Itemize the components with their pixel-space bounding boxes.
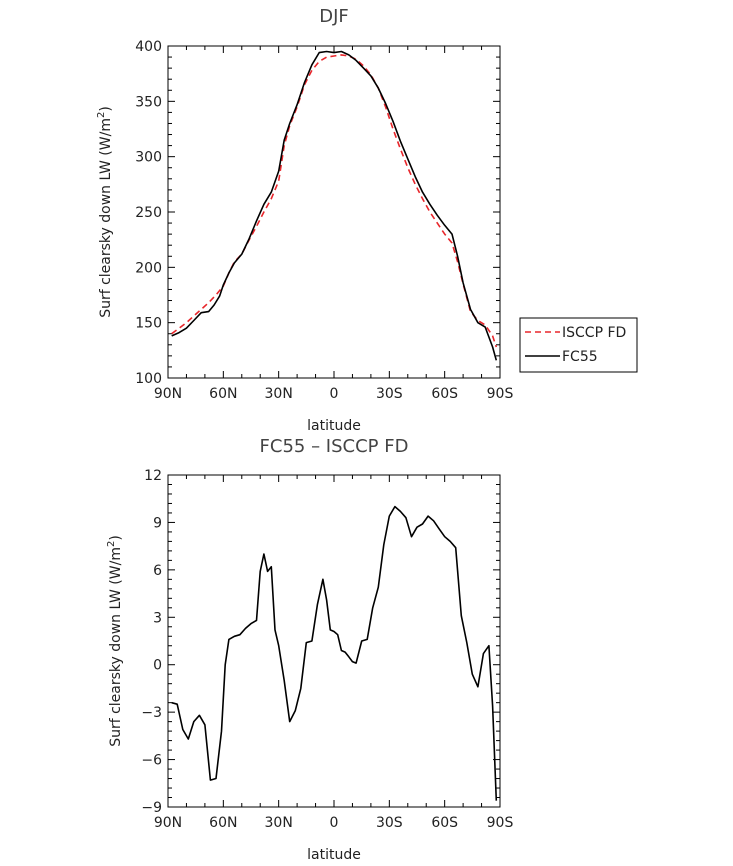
- legend-label-isccp-fd: ISCCP FD: [562, 325, 626, 341]
- x-tick-label: 60S: [431, 815, 458, 831]
- x-tick-label: 60N: [209, 815, 237, 831]
- series-line-isccp-fd: [171, 54, 498, 348]
- y-tick-label: 12: [144, 468, 162, 484]
- plot-frame: [167, 45, 501, 379]
- chart-title: FC55 – ISCCP FD: [260, 436, 409, 457]
- x-tick-label: 90N: [154, 386, 182, 402]
- x-tick-label: 30S: [376, 815, 403, 831]
- x-axis-label: latitude: [307, 847, 361, 863]
- x-tick-label: 90S: [487, 386, 514, 402]
- y-axis-tick-labels: −9 −6 −3 0 3 6 9 12: [141, 468, 162, 816]
- x-axis-tick-labels: 90N 60N 30N 0 30S 60S 90S: [154, 386, 514, 402]
- y-tick-label: 6: [153, 563, 162, 579]
- x-tick-label: 90N: [154, 815, 182, 831]
- chart-title: DJF: [319, 6, 349, 27]
- y-tick-label: −3: [141, 705, 162, 721]
- x-tick-label: 30S: [376, 386, 403, 402]
- legend: ISCCP FD FC55: [519, 317, 638, 373]
- legend-box: [519, 317, 638, 373]
- djf-panel: DJF 100 150 200 250 300 350 400 90N 60N 30N 0 30S 6…: [96, 6, 638, 434]
- y-tick-label: 0: [153, 658, 162, 674]
- x-tick-label: 30N: [265, 386, 293, 402]
- y-axis-label: Surf clearsky down LW (W/m2): [96, 106, 114, 318]
- legend-label-fc55: FC55: [562, 349, 598, 365]
- axis-ticks: [167, 45, 501, 379]
- y-tick-label: 150: [135, 316, 162, 332]
- y-tick-label: −6: [141, 753, 162, 769]
- x-tick-label: 90S: [487, 815, 514, 831]
- y-tick-label: 250: [135, 205, 162, 221]
- y-tick-label: 400: [135, 39, 162, 55]
- x-tick-label: 0: [330, 815, 339, 831]
- y-tick-label: 350: [135, 94, 162, 110]
- x-axis-tick-labels: 90N 60N 30N 0 30S 60S 90S: [154, 815, 514, 831]
- y-tick-label: 300: [135, 150, 162, 166]
- y-tick-label: 3: [153, 610, 162, 626]
- series-line-difference: [171, 505, 498, 801]
- y-axis-tick-labels: 100 150 200 250 300 350 400: [135, 39, 162, 387]
- series-lines: [171, 50, 498, 361]
- difference-panel: FC55 – ISCCP FD −9 −6 −3 0 3 6 9 12 90N 60N 30N 0 3…: [106, 436, 513, 863]
- y-tick-label: −9: [141, 800, 162, 816]
- axis-ticks: [167, 474, 501, 808]
- x-tick-label: 60N: [209, 386, 237, 402]
- x-tick-label: 0: [330, 386, 339, 402]
- x-tick-label: 60S: [431, 386, 458, 402]
- series-line-fc55: [171, 50, 498, 361]
- y-tick-label: 100: [135, 371, 162, 387]
- series-lines: [171, 505, 498, 801]
- x-tick-label: 30N: [265, 815, 293, 831]
- y-tick-label: 9: [153, 515, 162, 531]
- y-tick-label: 200: [135, 260, 162, 276]
- y-axis-label: Surf clearsky down LW (W/m2): [106, 535, 124, 747]
- x-axis-label: latitude: [307, 418, 361, 434]
